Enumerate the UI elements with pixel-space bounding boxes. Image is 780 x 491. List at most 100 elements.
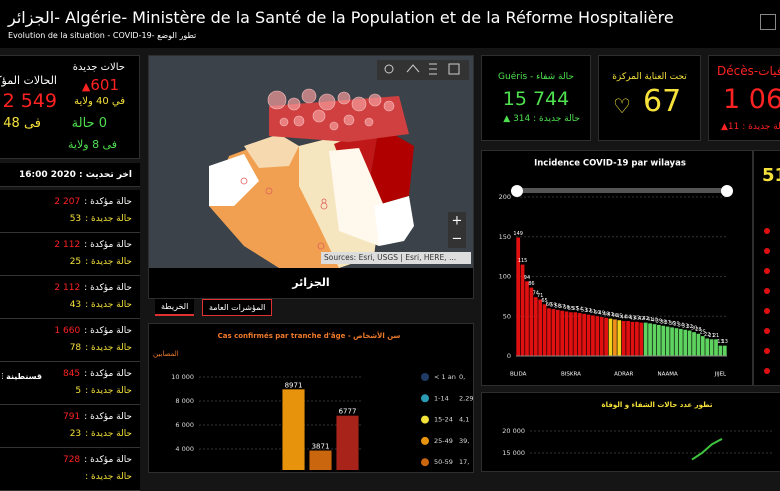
legend-dot — [421, 436, 429, 445]
recovered-new: حالة جديدة : 314 ▲ — [503, 114, 580, 124]
new-value: 78 — [69, 343, 82, 353]
title: الجزائر- Algérie- Ministère de la Santé … — [8, 8, 674, 27]
sources: Sources: Esri, USGS | Esri, HERE, ... — [324, 253, 456, 262]
x-tick-label: NAAMA — [658, 372, 679, 378]
value-label: 21 — [713, 333, 719, 339]
region — [209, 154, 259, 206]
value-label: 54 — [577, 307, 583, 313]
bar — [639, 322, 644, 356]
icon[interactable] — [760, 14, 776, 30]
bar — [656, 324, 661, 356]
y-tick-label: 50 — [503, 312, 511, 320]
y-tick-label: 20 000 — [502, 427, 525, 435]
legend-share: 17, — [459, 458, 469, 466]
line — [691, 438, 723, 461]
bar — [678, 328, 683, 356]
confirmed-line: 1 660 حالة مؤكدة : — [54, 326, 132, 336]
wilaya-row: 2 207 حالة مؤكدة :53 حالة جديدة : — [0, 190, 140, 233]
wilaya-row: 1 660 حالة مؤكدة : 78 حالة جديدة : — [0, 319, 140, 362]
side-panel: 51 — [753, 150, 780, 386]
update: اخر تحديث : 2020 16:00 — [0, 163, 140, 187]
y-tick-label: 100 — [499, 273, 511, 281]
bar — [700, 336, 705, 356]
value-label: 13 — [717, 339, 723, 345]
value-label: 45 — [616, 314, 622, 320]
value-label: 56 — [563, 305, 569, 311]
value-label: 42 — [642, 316, 648, 322]
y-tick-label: 6 000 — [175, 421, 194, 429]
map-tools[interactable] — [377, 60, 469, 80]
new-value: ▲601 — [81, 76, 119, 94]
age-panel: Cas confirmés par tranche d'âge - سن الأ… — [148, 323, 474, 473]
bar — [722, 345, 727, 356]
tab-indicators[interactable]: المؤشرات العامة — [202, 299, 273, 316]
new-label: حالة جديدة : — [85, 472, 132, 482]
zoom-control[interactable]: +− — [448, 212, 466, 248]
region — [244, 134, 299, 168]
value-label: 86 — [528, 281, 534, 287]
bar — [520, 264, 525, 356]
confirmed-value: 728 — [62, 455, 81, 465]
bar — [608, 318, 613, 356]
legend-share: 2,29 — [459, 394, 473, 402]
new-value: 53 — [69, 214, 82, 224]
region — [269, 96, 409, 142]
value-label: 51 — [590, 309, 596, 315]
value-label: 43 — [629, 315, 635, 321]
value-label: 42 — [638, 316, 644, 322]
y-tick-label: 200 — [499, 193, 511, 201]
new-line: 23 حالة جديدة : — [70, 429, 132, 439]
icu-label: تحت العناية المركزة — [612, 72, 687, 82]
tab-map[interactable]: الخريطة — [155, 299, 195, 316]
value-label: 25 — [700, 330, 706, 336]
recovered-new-text: حالة جديدة : 314 — [513, 114, 580, 124]
deaths-label: Décès-الوفيات — [717, 64, 780, 78]
region — [369, 126, 414, 206]
bar — [621, 321, 626, 356]
x-tick-label: BISKRA — [561, 372, 581, 378]
bar — [709, 339, 714, 356]
legend-dot — [421, 373, 429, 381]
new-value: 25 — [69, 257, 82, 267]
value-label: 49 — [599, 311, 605, 317]
slider-track — [516, 188, 727, 193]
value-label: 41 — [647, 317, 653, 323]
slider-handle[interactable] — [721, 185, 733, 197]
recovered-label: Guéris - حالة شفاء — [498, 72, 574, 82]
slider-handle[interactable] — [511, 185, 523, 197]
legend-label: < 1 an — [434, 373, 456, 381]
new-line: 25 حالة جديدة : — [70, 257, 132, 267]
confirmed-label: حالة مؤكدة : — [84, 369, 132, 379]
value-label: 47 — [607, 312, 613, 318]
legend-dot — [421, 458, 429, 467]
deaths-value: 1 06 — [723, 84, 780, 115]
confirmed-label: حالة مؤكدة : — [84, 326, 132, 336]
new-label: حالة جديدة : — [85, 343, 132, 353]
bar — [683, 329, 688, 356]
icu-icon: ♡ — [613, 94, 631, 118]
value-label: 30 — [691, 326, 697, 332]
map-panel: + − Sources: Esri, USGS | Esri, HERE, ...… — [148, 55, 474, 299]
value-label: 35 — [673, 322, 679, 328]
wilaya-row: 791 حالة مؤكدة :23 حالة جديدة : — [0, 405, 140, 448]
bar — [718, 345, 723, 356]
deaths-panel: Décès-الوفيات 1 06 ▲11 : حالة جديدة — [708, 55, 780, 141]
confirmed-value: 2 112 — [54, 283, 81, 293]
bubbles — [267, 88, 395, 131]
wilaya-row: 2 112 حالة مؤكدة :43 حالة جديدة : — [0, 276, 140, 319]
chart-title: Cas confirmés par tranche d'âge - سن الأ… — [218, 331, 401, 340]
bar — [525, 281, 529, 356]
bar — [564, 311, 569, 356]
bar — [569, 312, 573, 356]
value-label: 44 — [621, 315, 627, 321]
new-line: 5 حالة جديدة : — [75, 386, 132, 396]
new-value: 43 — [69, 300, 82, 310]
confirmed-line: 2 112 حالة مؤكدة : — [54, 283, 132, 293]
y-tick-label: 8 000 — [175, 397, 194, 405]
evolution-chart: تطور عدد حالات الشفاء و الوفاة 15 000 20 0… — [502, 401, 772, 461]
y-tick-label: 0 — [507, 352, 511, 360]
value-label: 22 — [704, 332, 710, 338]
bar — [696, 333, 701, 356]
confirmed-label: حالة مؤكدة : — [84, 197, 132, 207]
